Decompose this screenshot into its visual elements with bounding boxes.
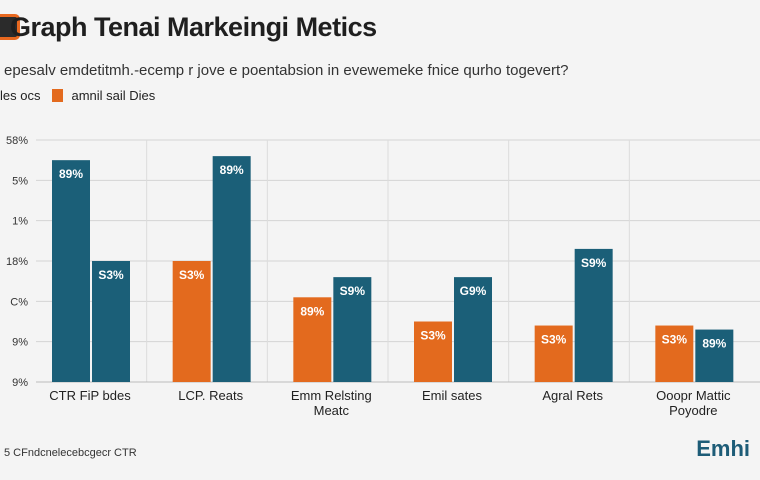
legend-swatch bbox=[52, 89, 64, 102]
y-tick-label: 1% bbox=[12, 216, 28, 228]
bar bbox=[92, 261, 130, 382]
chart-title: Graph Tenai Markeingi Metics bbox=[10, 12, 377, 42]
x-tick-label: LCP. Reats bbox=[178, 388, 243, 403]
data-label: G9% bbox=[460, 284, 487, 298]
x-tick-label: Emm Relsting bbox=[291, 388, 372, 403]
footnote: 5 CFndcnelecebcgecr CTR bbox=[4, 447, 137, 459]
y-tick-label: 5% bbox=[12, 175, 28, 187]
data-label: S9% bbox=[340, 284, 366, 298]
bar bbox=[212, 156, 251, 382]
data-label: S3% bbox=[662, 333, 688, 347]
bar bbox=[172, 261, 211, 382]
data-label: S3% bbox=[179, 268, 205, 282]
data-label: 89% bbox=[59, 167, 83, 181]
data-label: S9% bbox=[581, 256, 607, 270]
y-tick-label: C% bbox=[10, 296, 28, 308]
bar bbox=[574, 248, 613, 382]
bar bbox=[655, 325, 694, 382]
x-tick-label: CTR FiP bdes bbox=[49, 388, 131, 403]
bar bbox=[52, 160, 90, 382]
y-tick-label: 18% bbox=[6, 256, 28, 268]
logo-icon bbox=[0, 14, 20, 40]
brand-logo-text: Emhi bbox=[696, 436, 750, 461]
data-label: S3% bbox=[541, 333, 567, 347]
data-label: 89% bbox=[702, 337, 726, 351]
x-tick-label: Ooopr Mattic bbox=[656, 388, 731, 403]
x-tick-label: Emil sates bbox=[422, 388, 482, 403]
bar bbox=[695, 329, 734, 382]
x-tick-label: Meatc bbox=[314, 403, 350, 418]
data-label: S3% bbox=[98, 268, 124, 282]
y-tick-label: 9% bbox=[12, 337, 28, 349]
bar bbox=[293, 297, 332, 382]
chart-subtitle: epesalv emdetitmh.-ecemp r jove e poenta… bbox=[4, 62, 569, 79]
y-tick-label: 9% bbox=[12, 377, 28, 389]
legend: les ocs amnil sail Dies bbox=[0, 88, 155, 103]
x-tick-label: Poyodre bbox=[669, 403, 717, 418]
bar bbox=[454, 277, 492, 382]
legend-left-text: les ocs bbox=[0, 88, 41, 103]
data-label: 89% bbox=[300, 304, 324, 318]
data-label: 89% bbox=[220, 163, 244, 177]
x-tick-label: Agral Rets bbox=[542, 388, 603, 403]
bar bbox=[534, 325, 573, 382]
bar bbox=[414, 321, 452, 382]
legend-entry: amnil sail Dies bbox=[71, 88, 156, 103]
y-tick-label: 58% bbox=[6, 135, 28, 147]
bar bbox=[333, 277, 372, 382]
data-label: S3% bbox=[420, 329, 446, 343]
